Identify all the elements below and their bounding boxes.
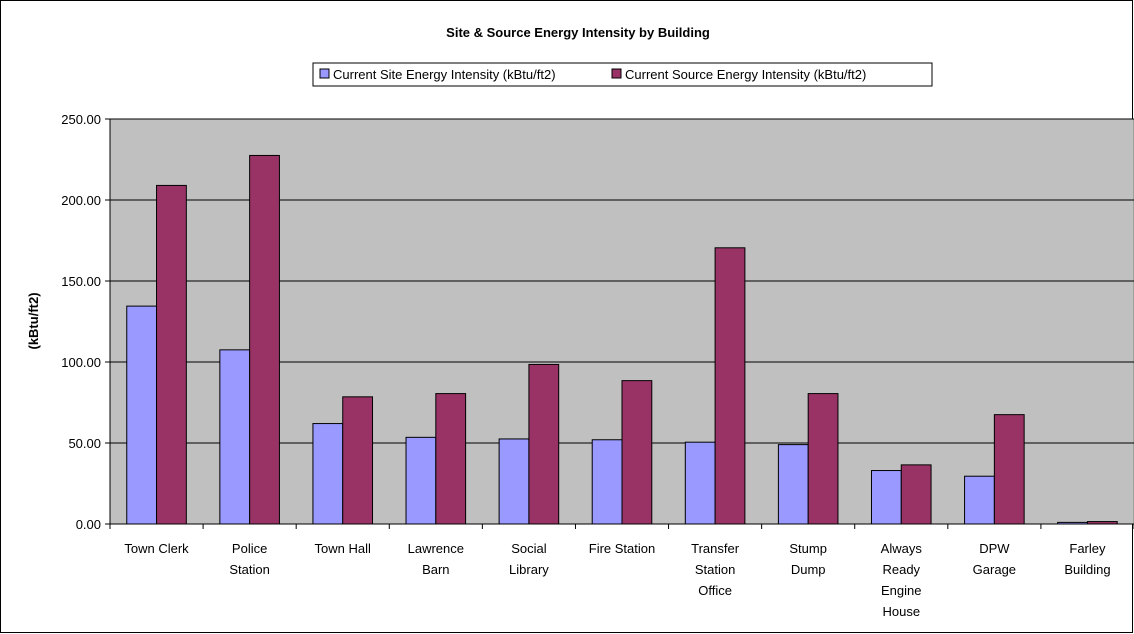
y-tick-label: 0.00: [76, 517, 101, 532]
y-axis-title: (kBtu/ft2): [26, 292, 41, 349]
bar-site: [126, 305, 158, 525]
y-tick-label: 200.00: [61, 193, 101, 208]
y-axis-ticks: 0.00 50.00 100.00 150.00 200.00 250.00: [61, 112, 110, 532]
y-tick-label: 50.00: [68, 436, 101, 451]
y-tick-label: 100.00: [61, 355, 101, 370]
x-category-label: Transfer Station Office: [691, 541, 740, 598]
bar-site: [498, 438, 530, 525]
bar-site: [219, 349, 251, 525]
bar-site: [870, 470, 902, 525]
bar-site: [405, 436, 437, 525]
x-category-label: Stump Dump: [789, 541, 827, 577]
bar-source: [342, 396, 374, 525]
x-category-label: Town Hall: [315, 541, 371, 556]
bar-source: [993, 414, 1025, 525]
bar-source: [714, 247, 746, 525]
gridlines: [110, 118, 1134, 444]
x-category-label: Social Library: [509, 541, 549, 577]
y-tick-label: 150.00: [61, 274, 101, 289]
bar-site: [684, 441, 716, 525]
bar-source: [249, 154, 280, 525]
legend-label-site: Current Site Energy Intensity (kBtu/ft2): [333, 67, 556, 82]
bar-site: [777, 444, 809, 525]
bar-source: [900, 464, 932, 525]
bar-source: [621, 380, 653, 525]
bars: [126, 154, 1118, 525]
legend-label-source: Current Source Energy Intensity (kBtu/ft…: [625, 67, 866, 82]
bar-source: [807, 393, 839, 525]
legend-swatch-source: [611, 68, 622, 79]
x-category-label: Fire Station: [589, 541, 655, 556]
bar-site: [591, 439, 623, 525]
x-category-label: Police Station: [229, 541, 269, 577]
x-category-label: Town Clerk: [124, 541, 189, 556]
x-category-label: DPW Garage: [973, 541, 1016, 577]
bar-source: [156, 184, 187, 525]
legend: Current Site Energy Intensity (kBtu/ft2)…: [312, 62, 933, 87]
chart-title: Site & Source Energy Intensity by Buildi…: [446, 25, 710, 40]
bar-source: [528, 363, 560, 525]
x-category-label: Farley Building: [1064, 541, 1110, 577]
legend-box: [312, 62, 933, 87]
x-axis-ticks: Town Clerk Police Station Town Hall Lawrence…: [109, 524, 1134, 619]
bar-source: [435, 393, 467, 525]
bar-site: [312, 423, 344, 525]
y-tick-label: 250.00: [61, 112, 101, 127]
x-category-label: Lawrence Barn: [408, 541, 464, 577]
bar-site: [964, 475, 995, 525]
x-category-label: Always Ready Engine House: [881, 541, 923, 619]
legend-swatch-site: [319, 68, 330, 79]
